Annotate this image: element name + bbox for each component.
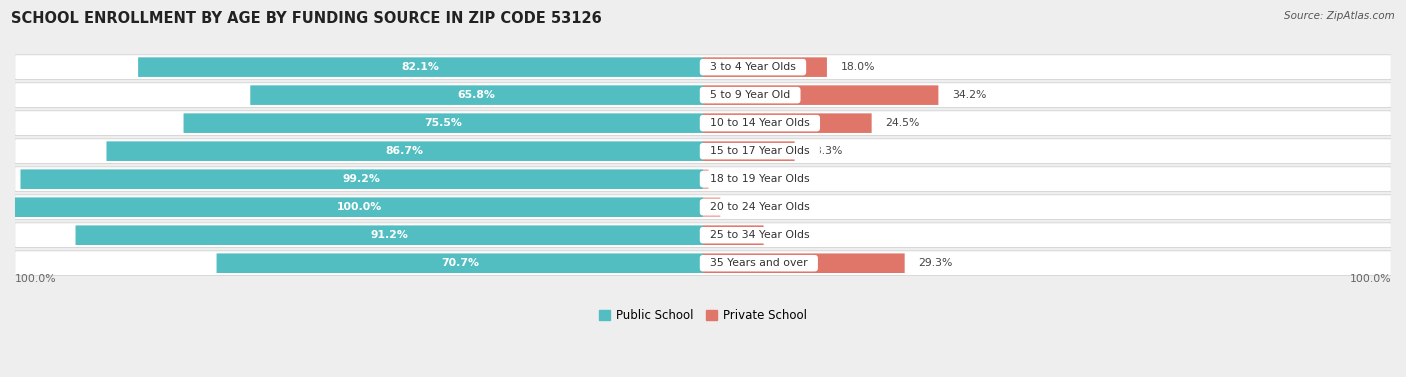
Text: Source: ZipAtlas.com: Source: ZipAtlas.com: [1284, 11, 1395, 21]
Text: SCHOOL ENROLLMENT BY AGE BY FUNDING SOURCE IN ZIP CODE 53126: SCHOOL ENROLLMENT BY AGE BY FUNDING SOUR…: [11, 11, 602, 26]
FancyBboxPatch shape: [703, 141, 794, 161]
Text: 15 to 17 Year Olds: 15 to 17 Year Olds: [703, 146, 817, 156]
Text: 100.0%: 100.0%: [15, 274, 56, 285]
Text: 10 to 14 Year Olds: 10 to 14 Year Olds: [703, 118, 817, 128]
Text: 100.0%: 100.0%: [1350, 274, 1391, 285]
Text: 18.0%: 18.0%: [841, 62, 875, 72]
Text: 91.2%: 91.2%: [370, 230, 408, 240]
FancyBboxPatch shape: [15, 111, 1391, 135]
Text: 99.2%: 99.2%: [343, 174, 381, 184]
Text: 82.1%: 82.1%: [402, 62, 440, 72]
Text: 65.8%: 65.8%: [458, 90, 496, 100]
FancyBboxPatch shape: [107, 141, 703, 161]
FancyBboxPatch shape: [703, 253, 904, 273]
Text: 8.8%: 8.8%: [778, 230, 804, 240]
Text: 29.3%: 29.3%: [918, 258, 953, 268]
FancyBboxPatch shape: [184, 113, 703, 133]
FancyBboxPatch shape: [21, 169, 703, 189]
Text: 34.2%: 34.2%: [952, 90, 987, 100]
FancyBboxPatch shape: [15, 83, 1391, 107]
Text: 0.0%: 0.0%: [717, 202, 745, 212]
FancyBboxPatch shape: [250, 85, 703, 105]
Text: 70.7%: 70.7%: [441, 258, 479, 268]
FancyBboxPatch shape: [15, 198, 703, 217]
FancyBboxPatch shape: [15, 167, 1391, 192]
Text: 18 to 19 Year Olds: 18 to 19 Year Olds: [703, 174, 817, 184]
Text: 5 to 9 Year Old: 5 to 9 Year Old: [703, 90, 797, 100]
FancyBboxPatch shape: [76, 225, 703, 245]
FancyBboxPatch shape: [703, 225, 763, 245]
FancyBboxPatch shape: [15, 251, 1391, 276]
Text: 86.7%: 86.7%: [385, 146, 423, 156]
Text: 100.0%: 100.0%: [336, 202, 381, 212]
Text: 3 to 4 Year Olds: 3 to 4 Year Olds: [703, 62, 803, 72]
FancyBboxPatch shape: [15, 195, 1391, 219]
Legend: Public School, Private School: Public School, Private School: [593, 304, 813, 326]
FancyBboxPatch shape: [15, 55, 1391, 80]
Text: 0.79%: 0.79%: [723, 174, 756, 184]
FancyBboxPatch shape: [15, 139, 1391, 164]
FancyBboxPatch shape: [138, 57, 703, 77]
FancyBboxPatch shape: [703, 57, 827, 77]
FancyBboxPatch shape: [703, 85, 938, 105]
Text: 75.5%: 75.5%: [425, 118, 463, 128]
Text: 13.3%: 13.3%: [808, 146, 842, 156]
FancyBboxPatch shape: [217, 253, 703, 273]
FancyBboxPatch shape: [15, 223, 1391, 248]
Text: 35 Years and over: 35 Years and over: [703, 258, 814, 268]
FancyBboxPatch shape: [703, 198, 720, 217]
Text: 24.5%: 24.5%: [886, 118, 920, 128]
FancyBboxPatch shape: [703, 113, 872, 133]
Text: 25 to 34 Year Olds: 25 to 34 Year Olds: [703, 230, 817, 240]
FancyBboxPatch shape: [703, 169, 709, 189]
Text: 20 to 24 Year Olds: 20 to 24 Year Olds: [703, 202, 817, 212]
